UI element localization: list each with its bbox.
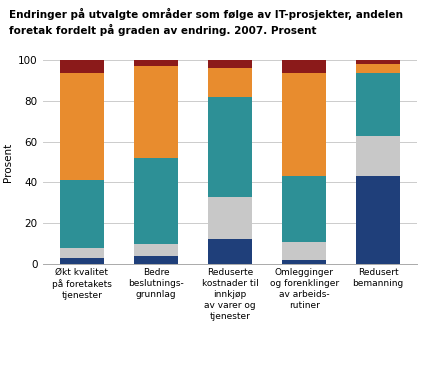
Text: Endringer på utvalgte områder som følge av IT-prosjekter, andelen
foretak fordel: Endringer på utvalgte områder som følge … xyxy=(9,8,403,36)
Bar xyxy=(134,256,178,264)
Bar xyxy=(60,60,104,72)
Y-axis label: Prosent: Prosent xyxy=(3,143,12,182)
Bar xyxy=(356,72,400,136)
Bar xyxy=(282,72,326,176)
Bar xyxy=(356,136,400,176)
Bar xyxy=(208,69,252,97)
Bar xyxy=(134,158,178,244)
Bar xyxy=(134,244,178,256)
Bar xyxy=(134,66,178,158)
Bar xyxy=(134,60,178,66)
Bar xyxy=(282,60,326,72)
Bar xyxy=(282,260,326,264)
Bar xyxy=(60,248,104,258)
Bar xyxy=(356,60,400,64)
Bar xyxy=(208,239,252,264)
Bar xyxy=(60,181,104,248)
Bar xyxy=(282,242,326,260)
Bar xyxy=(208,197,252,239)
Bar xyxy=(60,72,104,181)
Bar xyxy=(356,176,400,264)
Bar xyxy=(356,64,400,72)
Bar xyxy=(282,176,326,242)
Bar xyxy=(60,258,104,264)
Bar xyxy=(208,97,252,197)
Bar xyxy=(208,60,252,69)
